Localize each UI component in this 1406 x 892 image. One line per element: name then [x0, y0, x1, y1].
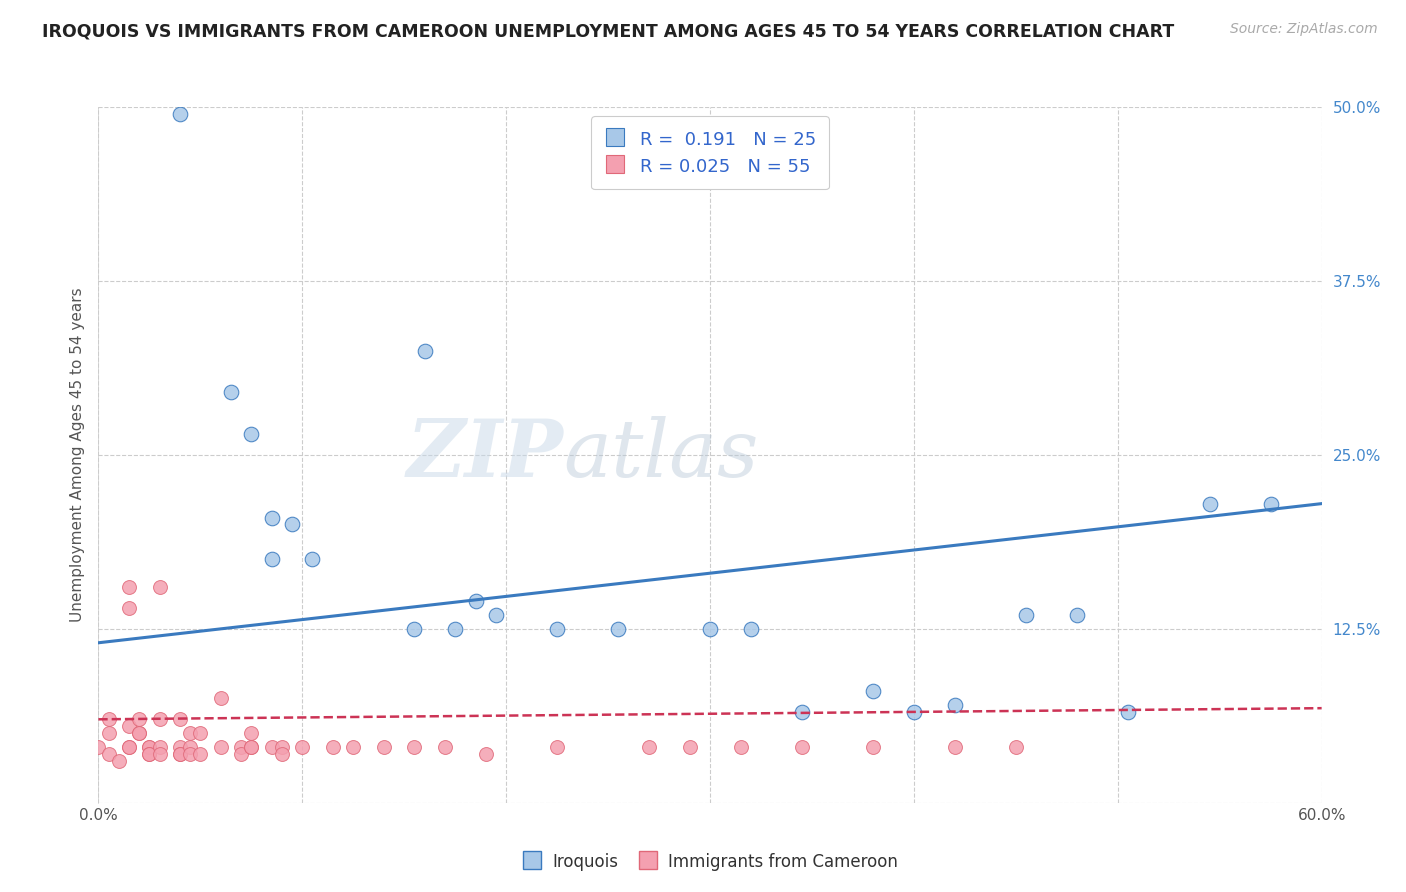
Point	[281, 517, 304, 532]
Point	[231, 740, 253, 755]
Point	[138, 747, 160, 761]
Point	[270, 740, 294, 755]
Point	[97, 747, 120, 761]
Point	[240, 427, 263, 442]
Point	[169, 747, 191, 761]
Point	[118, 740, 141, 755]
Point	[128, 726, 150, 740]
Point	[903, 706, 925, 720]
Point	[138, 740, 160, 755]
Point	[943, 740, 966, 755]
Point	[260, 552, 283, 566]
Point	[138, 740, 160, 755]
Point	[149, 712, 172, 726]
Point	[1066, 607, 1088, 622]
Point	[485, 607, 508, 622]
Point	[179, 747, 201, 761]
Text: ZIP: ZIP	[406, 417, 564, 493]
Point	[209, 740, 232, 755]
Point	[943, 698, 966, 713]
Point	[404, 622, 426, 636]
Point	[434, 740, 457, 755]
Point	[179, 726, 201, 740]
Point	[240, 740, 263, 755]
Point	[291, 740, 314, 755]
Point	[169, 107, 191, 121]
Point	[260, 740, 283, 755]
Point	[138, 747, 160, 761]
Point	[546, 740, 568, 755]
Point	[97, 712, 120, 726]
Point	[790, 706, 813, 720]
Point	[790, 740, 813, 755]
Point	[188, 747, 212, 761]
Point	[209, 691, 232, 706]
Legend: Iroquois, Immigrants from Cameroon: Iroquois, Immigrants from Cameroon	[516, 846, 904, 878]
Point	[301, 552, 323, 566]
Point	[637, 740, 661, 755]
Point	[464, 594, 486, 608]
Point	[231, 747, 253, 761]
Point	[118, 580, 141, 594]
Point	[404, 740, 426, 755]
Point	[1198, 497, 1220, 511]
Point	[679, 740, 702, 755]
Point	[188, 726, 212, 740]
Point	[373, 740, 395, 755]
Point	[546, 622, 568, 636]
Point	[260, 510, 283, 524]
Point	[413, 343, 436, 358]
Point	[322, 740, 344, 755]
Point	[169, 747, 191, 761]
Point	[862, 740, 884, 755]
Point	[444, 622, 467, 636]
Point	[474, 747, 498, 761]
Point	[87, 740, 110, 755]
Point	[149, 580, 172, 594]
Point	[607, 622, 630, 636]
Point	[1260, 497, 1282, 511]
Point	[149, 740, 172, 755]
Point	[108, 754, 131, 768]
Point	[219, 385, 242, 400]
Point	[1116, 706, 1139, 720]
Point	[862, 684, 884, 698]
Point	[179, 740, 201, 755]
Point	[169, 740, 191, 755]
Point	[240, 726, 263, 740]
Point	[740, 622, 762, 636]
Point	[128, 726, 150, 740]
Point	[240, 740, 263, 755]
Point	[118, 719, 141, 733]
Text: IROQUOIS VS IMMIGRANTS FROM CAMEROON UNEMPLOYMENT AMONG AGES 45 TO 54 YEARS CORR: IROQUOIS VS IMMIGRANTS FROM CAMEROON UNE…	[42, 22, 1174, 40]
Point	[128, 712, 150, 726]
Point	[270, 747, 294, 761]
Point	[149, 747, 172, 761]
Point	[169, 712, 191, 726]
Point	[97, 726, 120, 740]
Point	[118, 601, 141, 615]
Point	[1004, 740, 1026, 755]
Y-axis label: Unemployment Among Ages 45 to 54 years: Unemployment Among Ages 45 to 54 years	[69, 287, 84, 623]
Point	[699, 622, 721, 636]
Point	[342, 740, 364, 755]
Text: atlas: atlas	[564, 417, 759, 493]
Point	[118, 740, 141, 755]
Text: Source: ZipAtlas.com: Source: ZipAtlas.com	[1230, 22, 1378, 37]
Point	[730, 740, 752, 755]
Point	[1015, 607, 1038, 622]
